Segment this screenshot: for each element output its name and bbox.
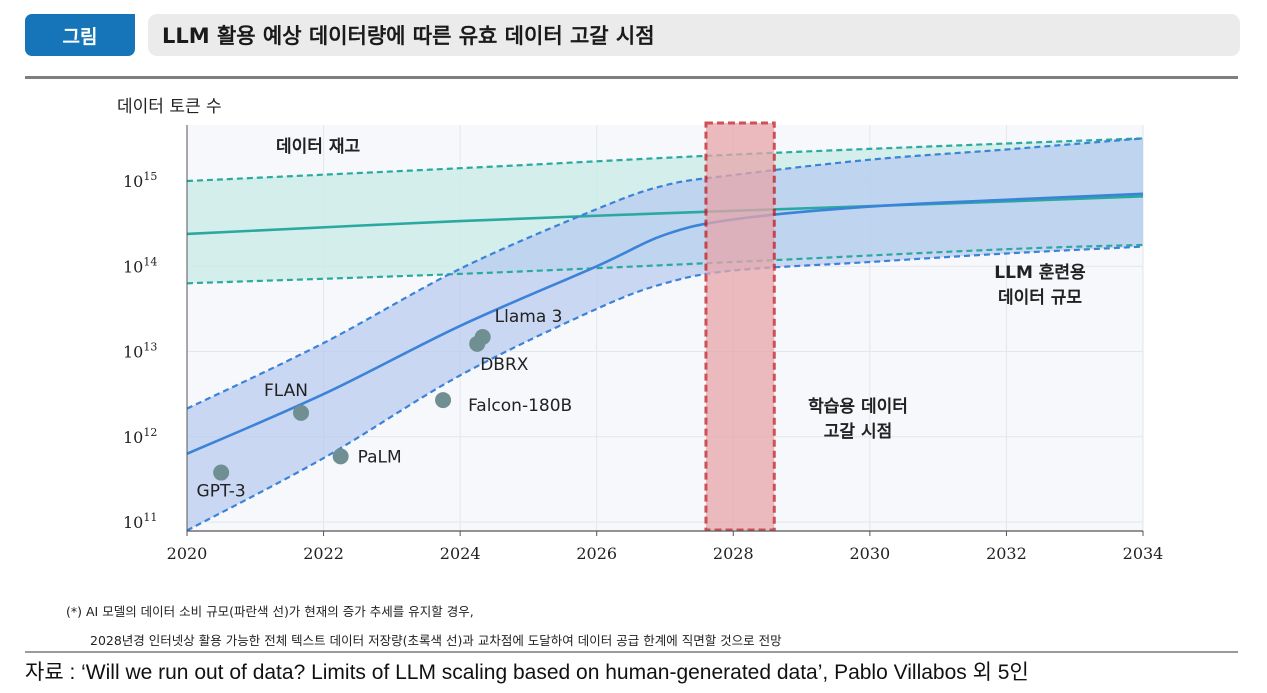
training-annotation-1: LLM 훈련용 [994, 262, 1086, 283]
y-axis-label: 데이터 토큰 수 [117, 97, 222, 117]
x-tick-label: 2024 [440, 544, 481, 563]
footnote-line-2: 2028년경 인터넷상 활용 가능한 전체 텍스트 데이터 저장량(초록색 선)… [90, 633, 782, 648]
x-tick-label: 2030 [849, 544, 890, 563]
training-lower-bound [186, 245, 1144, 532]
model-point [293, 404, 310, 421]
x-tick-label: 2028 [713, 544, 754, 563]
chart: GPT-3 FLAN PaLM Falcon-180B DBRX Llama 3 2020… [117, 97, 1163, 563]
depletion-annotation-2: 고갈 시점 [824, 422, 892, 442]
training-annotation-2: 데이터 규모 [998, 288, 1082, 308]
depletion-rect [704, 121, 776, 532]
x-tick-label: 2032 [986, 544, 1027, 563]
model-point [332, 448, 349, 465]
model-point [435, 392, 452, 409]
title-divider [25, 76, 1238, 79]
training-band [187, 138, 1143, 531]
stock-annotation: 데이터 재고 [276, 137, 360, 157]
model-point [474, 329, 491, 346]
depletion-window [704, 121, 776, 532]
model-label: FLAN [264, 381, 308, 401]
model-point [213, 464, 230, 481]
figure-badge: 그림 [25, 14, 135, 56]
y-tick-label: 1015 [123, 170, 157, 191]
model-points: GPT-3 FLAN PaLM Falcon-180B DBRX Llama 3 [197, 307, 573, 502]
y-tick-label: 1012 [123, 426, 157, 447]
depletion-annotation-1: 학습용 데이터 [808, 397, 908, 417]
bands [187, 138, 1143, 531]
source-divider [25, 651, 1238, 653]
y-tick-label: 1013 [123, 341, 157, 362]
y-tick-label: 1011 [123, 511, 157, 532]
x-tick-label: 2034 [1123, 544, 1164, 563]
footnote-line-1: (*) AI 모델의 데이터 소비 규모(파란색 선)가 현재의 증가 추세를 … [66, 604, 474, 619]
model-label: DBRX [480, 355, 529, 375]
model-label: Falcon-180B [468, 396, 572, 416]
x-tick-label: 2022 [303, 544, 344, 563]
model-label: GPT-3 [197, 482, 246, 502]
model-label: Llama 3 [495, 307, 563, 327]
training-median-line [186, 192, 1144, 455]
training-upper-bound [186, 137, 1144, 410]
figure-title: LLM 활용 예상 데이터량에 따른 유효 데이터 고갈 시점 [148, 14, 1240, 56]
x-tick-label: 2020 [167, 544, 208, 563]
x-tick-label: 2026 [576, 544, 617, 563]
model-label: PaLM [358, 447, 402, 467]
source-citation: 자료 : ‘Will we run out of data? Limits of… [25, 661, 1029, 684]
y-tick-label: 1014 [123, 255, 157, 276]
axes: 2020 2022 2024 2026 2028 2030 2032 2034 1015 1014… [117, 97, 1163, 563]
